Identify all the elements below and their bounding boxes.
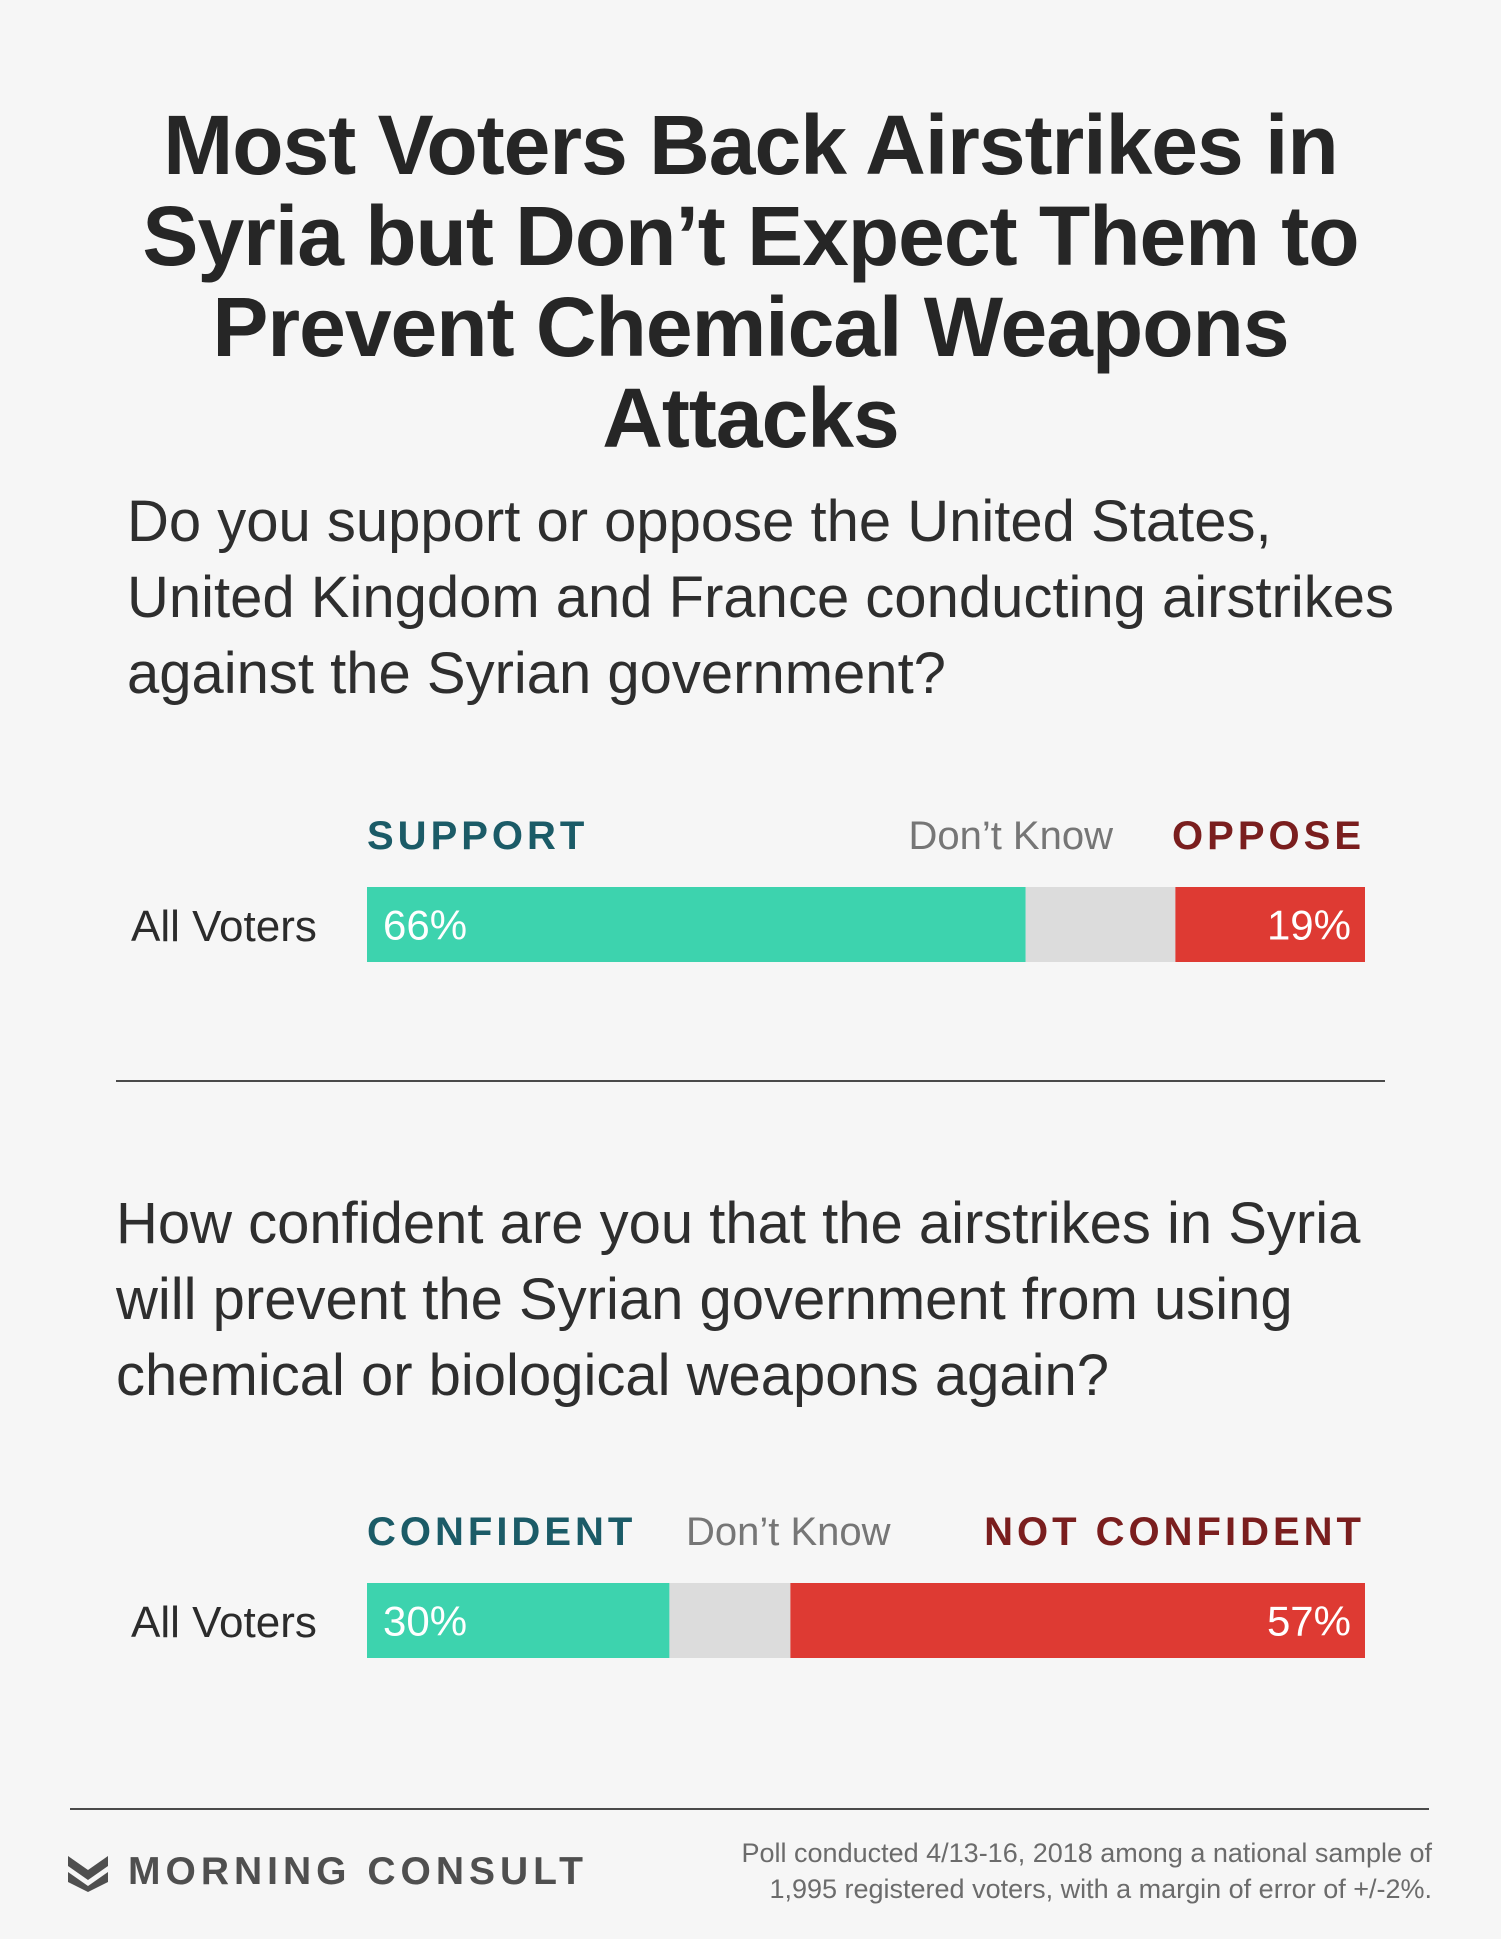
stacked-bar-2: 30% 57%	[367, 1583, 1365, 1658]
poll-footnote: Poll conducted 4/13-16, 2018 among a nat…	[741, 1838, 1432, 1904]
legend-oppose: OPPOSE	[1172, 814, 1365, 858]
bar-segment-positive	[367, 887, 1026, 962]
footer-divider	[70, 1808, 1429, 1810]
bar-segment-negative	[790, 1583, 1365, 1658]
data-label-negative: 19%	[1267, 902, 1351, 949]
section-divider	[116, 1080, 1385, 1082]
bar-segment-dont-know	[669, 1583, 791, 1658]
brand-logo: MORNING CONSULT	[68, 1847, 588, 1897]
chart-title: Most Voters Back Airstrikes in Syria but…	[142, 98, 1359, 465]
data-label-positive: 30%	[383, 1598, 467, 1645]
bar-segment-positive	[367, 1583, 670, 1658]
stacked-bar-1: 66% 19%	[367, 887, 1365, 962]
morning-consult-chevron-icon	[68, 1856, 108, 1892]
data-label-negative: 57%	[1267, 1598, 1351, 1645]
legend-dont-know-1: Don’t Know	[908, 814, 1113, 858]
legend-dont-know-2: Don’t Know	[686, 1510, 891, 1554]
legend-confident: CONFIDENT	[367, 1510, 637, 1554]
question-1: Do you support or oppose the United Stat…	[127, 489, 1394, 706]
data-label-positive: 66%	[383, 902, 467, 949]
legend-support: SUPPORT	[367, 814, 589, 858]
legend-not-confident: NOT CONFIDENT	[984, 1510, 1365, 1554]
brand-name: MORNING CONSULT	[128, 1850, 588, 1893]
question-2: How confident are you that the airstrike…	[116, 1191, 1361, 1408]
row-label-all-voters-2: All Voters	[131, 1598, 317, 1647]
row-label-all-voters-1: All Voters	[131, 902, 317, 951]
bar-segment-dont-know	[1025, 887, 1176, 962]
bar-segment-negative	[1175, 887, 1365, 962]
